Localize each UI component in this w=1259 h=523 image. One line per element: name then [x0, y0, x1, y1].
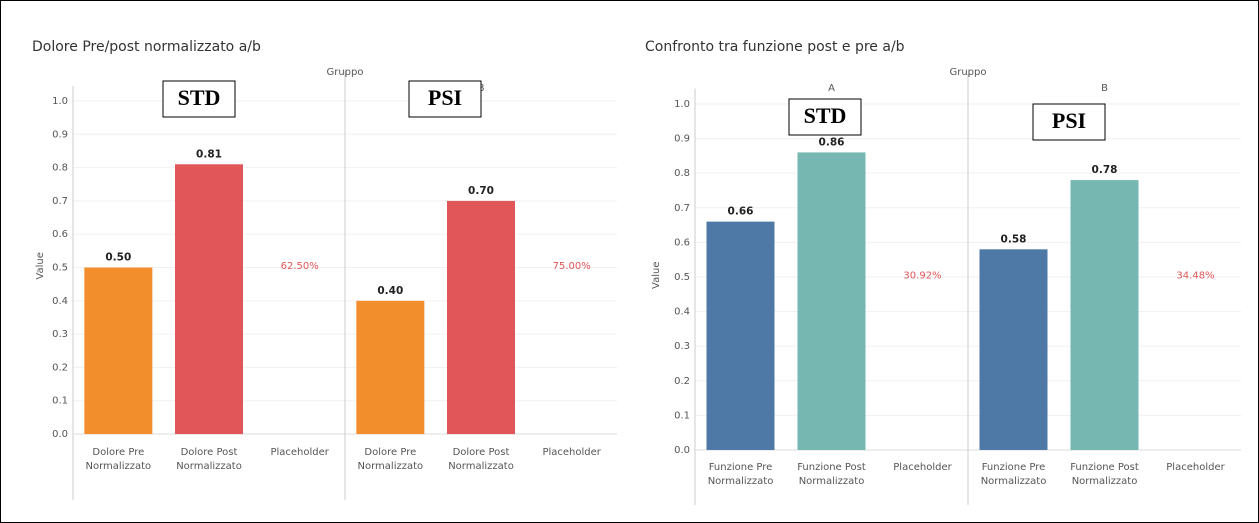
x-tick-label: Placeholder — [1166, 462, 1225, 473]
bar — [356, 300, 425, 435]
chart-title: Confronto tra funzione post e pre a/b — [645, 39, 905, 55]
placeholder-label: 30.92% — [903, 270, 941, 281]
y-tick-label: 0.1 — [52, 396, 68, 407]
overlay-label: STD — [804, 103, 847, 128]
y-axis-label: Value — [651, 262, 662, 289]
y-tick-label: 0.7 — [52, 196, 68, 207]
bar — [706, 221, 775, 450]
y-tick-label: 0.3 — [52, 329, 68, 340]
data-label: 0.50 — [105, 252, 131, 264]
x-tick-label: Placeholder — [542, 447, 601, 458]
overlay-label: STD — [178, 85, 221, 110]
placeholder-label: 62.50% — [281, 261, 319, 272]
bar — [84, 267, 153, 435]
data-label: 0.40 — [377, 285, 403, 297]
data-label: 0.86 — [819, 136, 845, 148]
x-tick-label: Dolore Post Normalizzato — [448, 447, 514, 472]
placeholder-label: 34.48% — [1176, 270, 1214, 281]
y-tick-label: 0.1 — [674, 410, 690, 421]
y-tick-label: 0.5 — [52, 263, 68, 274]
x-tick-label: Placeholder — [893, 462, 952, 473]
bar — [1070, 180, 1139, 450]
data-label: 0.70 — [468, 185, 494, 197]
data-label: 0.66 — [728, 206, 754, 218]
x-tick-label: Funzione Post Normalizzato — [797, 462, 866, 487]
bar — [797, 152, 866, 450]
y-tick-label: 1.0 — [674, 99, 690, 110]
x-tick-label: Dolore Pre Normalizzato — [358, 447, 424, 472]
x-tick-label: Funzione Post Normalizzato — [1070, 462, 1139, 487]
x-tick-label: Placeholder — [270, 447, 329, 458]
y-tick-label: 0.9 — [674, 134, 690, 145]
overlay-box — [408, 80, 482, 118]
x-tick-label: Dolore Pre Normalizzato — [86, 447, 152, 472]
placeholder-label: 75.00% — [553, 261, 591, 272]
y-tick-label: 0.4 — [52, 296, 68, 307]
y-tick-label: 0.5 — [674, 272, 690, 283]
y-tick-label: 0.3 — [674, 341, 690, 352]
y-tick-label: 0.9 — [52, 129, 68, 140]
y-tick-label: 1.0 — [52, 96, 68, 107]
y-tick-label: 0.4 — [674, 307, 690, 318]
facet-title: Gruppo — [949, 67, 986, 78]
data-label: 0.78 — [1092, 164, 1118, 176]
y-tick-label: 0.0 — [52, 429, 68, 440]
y-tick-label: 0.8 — [52, 163, 68, 174]
facet-label: B — [1101, 83, 1108, 94]
overlay-label: PSI — [1052, 108, 1086, 133]
bar — [979, 249, 1048, 450]
bar — [447, 200, 515, 435]
y-tick-label: 0.2 — [674, 376, 690, 387]
y-tick-label: 0.6 — [52, 229, 68, 240]
chart-title: Dolore Pre/post normalizzato a/b — [32, 39, 261, 55]
facet-label: A — [828, 83, 835, 94]
bar — [175, 164, 243, 435]
y-tick-label: 0.0 — [674, 445, 690, 456]
overlay-box — [162, 80, 236, 118]
x-tick-label: Funzione Pre Normalizzato — [708, 462, 774, 487]
y-tick-label: 0.8 — [674, 168, 690, 179]
data-label: 0.58 — [1001, 233, 1027, 245]
x-tick-label: Dolore Post Normalizzato — [176, 447, 242, 472]
y-tick-label: 0.7 — [674, 203, 690, 214]
overlay-label: PSI — [428, 85, 462, 110]
data-label: 0.81 — [196, 148, 222, 160]
y-axis-label: Value — [35, 252, 46, 279]
x-tick-label: Funzione Pre Normalizzato — [981, 462, 1047, 487]
y-tick-label: 0.2 — [52, 362, 68, 373]
y-tick-label: 0.6 — [674, 237, 690, 248]
overlay-box — [1032, 103, 1106, 141]
overlay-box — [788, 98, 862, 136]
